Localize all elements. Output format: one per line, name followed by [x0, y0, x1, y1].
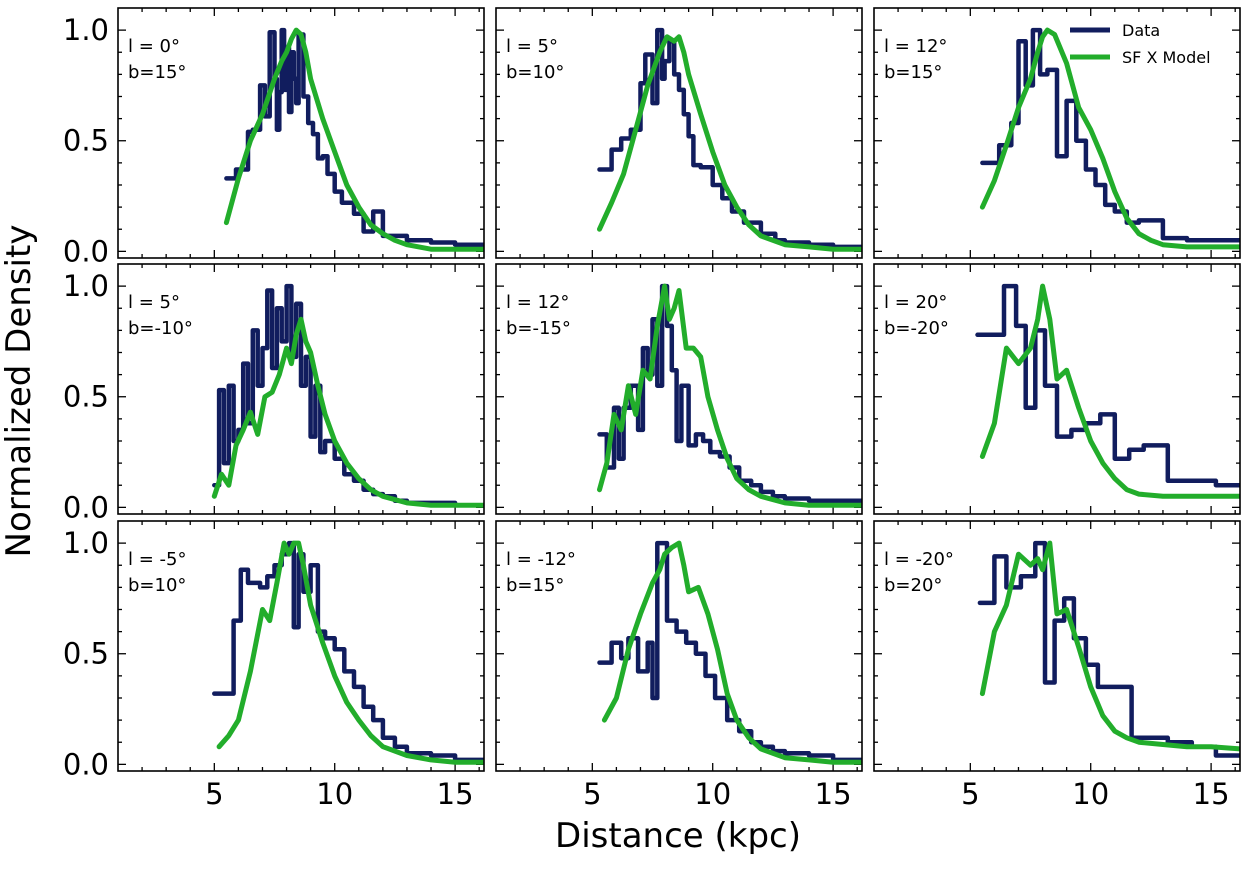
series-group: [979, 27, 1240, 250]
y-tick-label: 0.0: [63, 490, 109, 524]
axes-frame: [495, 520, 863, 772]
model-series-line: [223, 27, 484, 252]
model-series-line: [211, 316, 484, 508]
panel-label-l: l = 5°: [506, 36, 558, 57]
data-series-line: [977, 540, 1240, 758]
panel-label-b: b=15°: [128, 62, 186, 83]
model-series-line: [979, 283, 1240, 499]
y-tick-label: 0.0: [63, 747, 109, 781]
y-tick-label: 1.0: [63, 526, 109, 560]
panel-label-b: b=-15°: [506, 318, 571, 339]
x-tick-label: 5: [961, 777, 979, 811]
axes-frame: [495, 263, 863, 515]
data-series-line: [212, 540, 484, 763]
panel-top-middle: l = 5° b=10°: [495, 7, 863, 259]
y-tick-label: 1.0: [63, 13, 109, 47]
panel-label-l: l = 20°: [884, 292, 947, 313]
panel-top-left: 0.0 0.5 1.0 l = 0° b=15°: [63, 7, 485, 268]
data-series-line: [597, 540, 862, 763]
panel-label-b: b=10°: [128, 575, 186, 596]
axes-frame: [117, 7, 485, 259]
legend-label-model: SF X Model: [1122, 48, 1211, 67]
axes-frame: [873, 7, 1241, 259]
x-tick-label: 10: [316, 777, 353, 811]
data-series-line: [597, 27, 862, 250]
model-series-line: [601, 540, 862, 765]
model-series-line: [979, 540, 1240, 752]
series-group: [223, 27, 484, 252]
x-tick-label: 5: [583, 777, 601, 811]
y-tick-label: 0.5: [63, 124, 109, 158]
model-series-line: [979, 27, 1240, 250]
x-tick-label: 10: [1072, 777, 1109, 811]
series-group: [977, 540, 1240, 758]
panel-label-b: b=-10°: [128, 318, 193, 339]
axes-frame: [495, 7, 863, 259]
series-group: [597, 540, 862, 765]
panel-label-b: b=-20°: [884, 318, 949, 339]
series-group: [212, 540, 484, 765]
model-series-line: [216, 540, 484, 765]
panel-middle-right: l = 20° b=-20°: [873, 263, 1241, 515]
model-series-line: [597, 283, 862, 508]
y-tick-label: 0.5: [63, 380, 109, 414]
panel-label-b: b=15°: [884, 62, 942, 83]
panel-label-b: b=10°: [506, 62, 564, 83]
panel-top-right: l = 12° b=15°: [873, 7, 1241, 259]
y-tick-label: 1.0: [63, 269, 109, 303]
legend-label-data: Data: [1122, 21, 1160, 40]
model-series-line: [597, 34, 862, 252]
panel-label-l: l = 12°: [884, 36, 947, 57]
axes-frame: [117, 263, 485, 515]
x-axis-label: Distance (kpc): [555, 816, 801, 856]
panel-bottom-right: 5 10 15 l = -20° b=20°: [873, 520, 1241, 811]
data-series-line: [224, 27, 484, 247]
y-axis-label: Normalized Density: [0, 225, 39, 558]
x-tick-label: 10: [694, 777, 731, 811]
y-tick-label: 0.5: [63, 637, 109, 671]
panel-label-l: l = -20°: [884, 549, 954, 570]
panel-bottom-middle: 5 10 15 l = -12° b=15°: [495, 520, 863, 811]
x-tick-label: 5: [205, 777, 223, 811]
data-series-line: [212, 283, 484, 508]
axes-frame: [873, 520, 1241, 772]
x-tick-label: 15: [437, 777, 474, 811]
panel-label-b: b=15°: [506, 575, 564, 596]
legend: Data SF X Model: [1070, 21, 1211, 67]
panel-label-l: l = 12°: [506, 292, 569, 313]
panel-middle-middle: l = 12° b=-15°: [495, 263, 863, 515]
series-group: [597, 283, 862, 508]
panels: 0.0 0.5 1.0 l = 0° b=15° l = 5° b=10° l = 12° b=…: [63, 7, 1241, 811]
panel-label-l: l = 0°: [128, 36, 180, 57]
y-tick-label: 0.0: [63, 234, 109, 268]
panel-label-b: b=20°: [884, 575, 942, 596]
axes-frame: [873, 263, 1241, 515]
panel-middle-left: 0.0 0.5 1.0 l = 5° b=-10°: [63, 263, 485, 524]
data-series-line: [975, 283, 1240, 488]
panel-label-l: l = -5°: [128, 549, 186, 570]
panel-label-l: l = 5°: [128, 292, 180, 313]
ticks: [118, 521, 484, 771]
series-group: [211, 283, 484, 508]
panel-bottom-left: 5 10 15 0.0 0.5 1.0 l = -5° b=10°: [63, 520, 485, 811]
ticks: [118, 264, 484, 514]
x-tick-label: 15: [815, 777, 852, 811]
series-group: [597, 27, 862, 252]
axes-frame: [117, 520, 485, 772]
series-group: [975, 283, 1240, 499]
panel-label-l: l = -12°: [506, 549, 576, 570]
x-tick-label: 15: [1193, 777, 1230, 811]
